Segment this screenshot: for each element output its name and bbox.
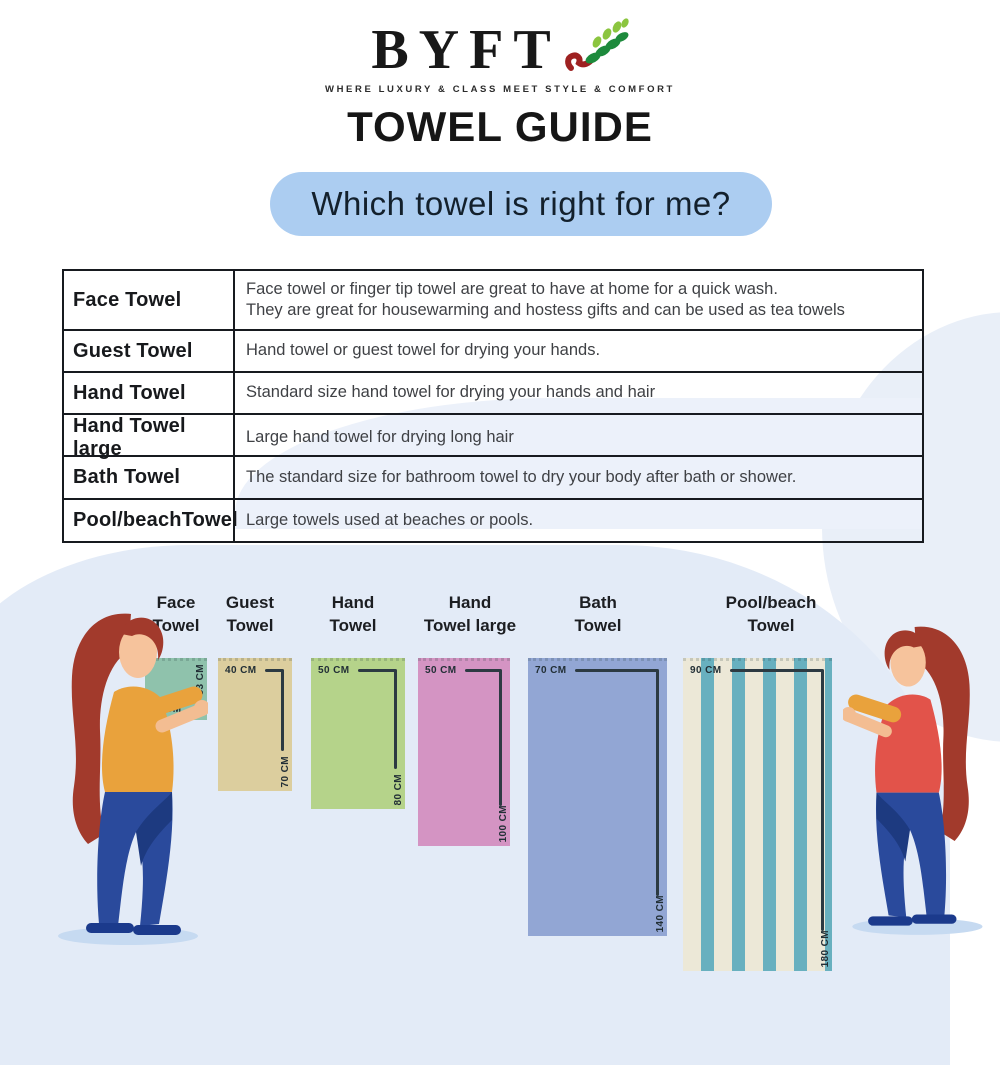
table-row-description: Standard size hand towel for drying your… xyxy=(246,383,656,402)
towel-swatch-hand-large: 50 CM 100 CM xyxy=(418,658,510,846)
table-row-description: Large towels used at beaches or pools. xyxy=(246,510,534,529)
table-row: Bath Towel The standard size for bathroo… xyxy=(64,457,922,500)
height-dimension-label: 100 CM xyxy=(498,804,509,842)
width-dimension-label: 50 CM xyxy=(318,665,350,676)
table-row-name: Hand Towel large xyxy=(64,415,235,461)
height-dimension-line xyxy=(656,669,659,896)
table-row-name: Hand Towel xyxy=(64,373,235,413)
towel-swatch-pool-beach: 90 CM 180 CM xyxy=(683,658,832,971)
table-row: Pool/beachTowel Large towels used at bea… xyxy=(64,500,922,541)
towel-guide-table: Face Towel Face towel or finger tip towe… xyxy=(62,269,924,543)
height-dimension-label: 180 CM xyxy=(820,929,831,967)
table-row-description: The standard size for bathroom towel to … xyxy=(246,467,797,486)
height-dimension-line xyxy=(394,669,397,769)
table-row: Hand Towel large Large hand towel for dr… xyxy=(64,415,922,461)
brand-name: BYFT xyxy=(371,19,561,81)
height-dimension-line xyxy=(281,669,284,751)
width-dimension-label: 50 CM xyxy=(425,665,457,676)
brand-logo: BYFT xyxy=(0,18,1000,81)
table-row-description: Hand towel or guest towel for drying you… xyxy=(246,341,601,360)
table-row: Face Towel Face towel or finger tip towe… xyxy=(64,271,922,331)
leaf-branch-icon xyxy=(564,18,629,71)
table-row: Hand Towel Standard size hand towel for … xyxy=(64,373,922,415)
chart-column-label-hand-towel-large: Hand Towel large xyxy=(423,593,517,635)
table-row-name: Bath Towel xyxy=(64,457,235,498)
brand-tagline: WHERE LUXURY & CLASS MEET STYLE & COMFOR… xyxy=(325,84,675,95)
height-dimension-label: 140 CM xyxy=(655,894,666,932)
width-dimension-line xyxy=(465,669,501,672)
table-row-name: Face Towel xyxy=(64,271,235,329)
towel-swatch-hand: 50 CM 80 CM xyxy=(311,658,405,809)
chart-column-label-hand-towel: Hand Towel xyxy=(329,593,377,635)
width-dimension-line xyxy=(358,669,396,672)
towel-swatch-bath: 70 CM 140 CM xyxy=(528,658,667,936)
towel-swatch-guest: 40 CM 70 CM xyxy=(218,658,292,791)
chart-column-label-pool-beach-towel: Pool/beach Towel xyxy=(725,593,817,635)
question-banner: Which towel is right for me? xyxy=(270,172,772,236)
page-title: TOWEL GUIDE xyxy=(347,103,653,150)
question-banner-text: Which towel is right for me? xyxy=(311,185,731,222)
table-row: Guest Towel Hand towel or guest towel fo… xyxy=(64,331,922,373)
width-dimension-line xyxy=(265,669,283,672)
chart-column-label-face-towel: Face Towel xyxy=(152,593,200,635)
chart-column-label-guest-towel: Guest Towel xyxy=(225,593,275,635)
width-dimension-line xyxy=(575,669,658,672)
height-dimension-label: 70 CM xyxy=(280,755,291,787)
width-dimension-label: 70 CM xyxy=(535,665,567,676)
width-dimension-line xyxy=(730,669,823,672)
chart-column-label-bath-towel: Bath Towel xyxy=(574,593,622,635)
table-row-description: Large hand towel for drying long hair xyxy=(246,428,514,447)
table-row-description: Face towel or finger tip towel are great… xyxy=(246,279,845,319)
height-dimension-line xyxy=(821,669,824,931)
woman-illustration-right xyxy=(843,626,983,935)
woman-illustration-left xyxy=(58,613,208,945)
height-dimension-line xyxy=(499,669,502,806)
table-row-name: Pool/beachTowel xyxy=(64,500,238,541)
table-row-name: Guest Towel xyxy=(64,331,235,371)
height-dimension-label: 80 CM xyxy=(393,773,404,805)
width-dimension-label: 40 CM xyxy=(225,665,257,676)
width-dimension-label: 90 CM xyxy=(690,665,722,676)
